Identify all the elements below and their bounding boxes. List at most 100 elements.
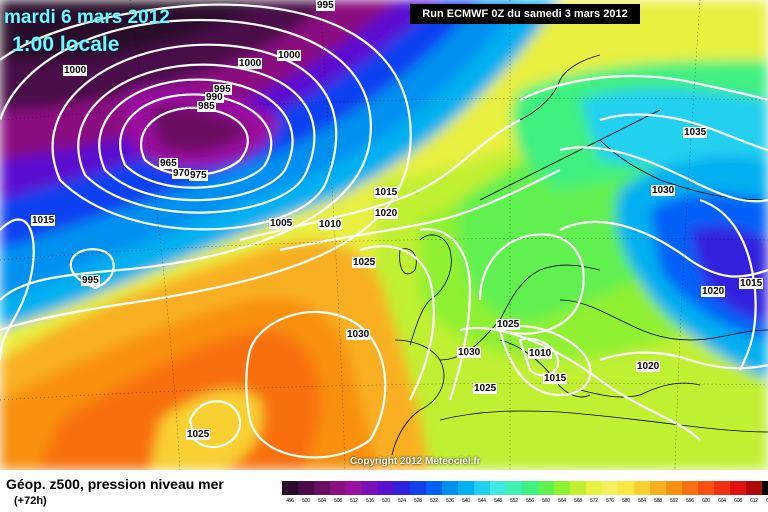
color-scale-tick: 568 [574, 498, 582, 504]
isobar-label-1020: 1020 [374, 208, 399, 219]
isobar-label-1025: 1025 [496, 319, 521, 330]
map-canvas [0, 0, 768, 470]
isobar-label-975: 975 [189, 170, 208, 181]
color-scale-tick: 536 [446, 498, 454, 504]
color-scale-tick: 524 [398, 498, 406, 504]
color-scale-cell [650, 481, 666, 495]
color-scale-cell [362, 481, 378, 495]
color-scale-tick: 504 [318, 498, 326, 504]
color-scale-tick: 572 [590, 498, 598, 504]
color-scale-cell [554, 481, 570, 495]
isobar-label-1020: 1020 [701, 286, 726, 297]
isobar-label-1015: 1015 [543, 373, 568, 384]
color-scale-tick: 592 [670, 498, 678, 504]
isobar-label-1000: 1000 [238, 58, 263, 69]
chart-title: Géop. z500, pression niveau mer [6, 476, 224, 492]
isobar-label-1030: 1030 [346, 329, 371, 340]
color-scale-tick: 540 [462, 498, 470, 504]
isobar-label-965: 965 [159, 158, 178, 169]
color-scale-tick: 516 [366, 498, 374, 504]
isobar-label-1000: 1000 [277, 50, 302, 61]
color-scale-cell [298, 481, 314, 495]
color-scale-cell [730, 481, 746, 495]
forecast-time: 1:00 locale [12, 33, 120, 56]
geopotential-map: 995 1000 1000 1000 995 990 985 965 970 9… [0, 0, 768, 470]
color-scale-tick: 544 [478, 498, 486, 504]
color-scale-tick: 528 [414, 498, 422, 504]
isobar-label-995: 995 [316, 0, 335, 11]
color-scale-cell [458, 481, 474, 495]
color-scale [282, 481, 768, 495]
isobar-label-995: 995 [213, 84, 232, 95]
isobar-label-990: 990 [205, 92, 224, 103]
isobar-label-1015: 1015 [374, 187, 399, 198]
color-scale-tick: 552 [510, 498, 518, 504]
forecast-date: mardi 6 mars 2012 [4, 7, 170, 28]
isobars [0, 3, 768, 459]
color-scale-tick: 584 [638, 498, 646, 504]
color-scale-tick: 520 [382, 498, 390, 504]
color-scale-cell [394, 481, 410, 495]
color-scale-tick: 604 [718, 498, 726, 504]
isobar-label-985: 985 [197, 101, 216, 112]
color-scale-cell [522, 481, 538, 495]
color-scale-cell [330, 481, 346, 495]
isobar-label-1035: 1035 [683, 127, 708, 138]
color-scale-tick: 616 [762, 498, 768, 504]
isobar-label-1015: 1015 [31, 215, 56, 226]
color-scale-cell [474, 481, 490, 495]
color-scale-cell [698, 481, 714, 495]
geopotential-fill [0, 0, 768, 470]
color-scale-tick: 508 [334, 498, 342, 504]
color-scale-tick: 548 [494, 498, 502, 504]
color-scale-cell [682, 481, 698, 495]
forecast-range: (+72h) [14, 495, 47, 507]
color-scale-cell [442, 481, 458, 495]
color-scale-tick: 596 [686, 498, 694, 504]
isobar-label-1015: 1015 [739, 278, 764, 289]
color-scale-cell [410, 481, 426, 495]
color-scale-tick: 556 [526, 498, 534, 504]
color-scale-tick: 580 [622, 498, 630, 504]
color-scale-tick: 496 [286, 498, 294, 504]
color-scale-tick: 564 [558, 498, 566, 504]
graticule [0, 0, 768, 470]
isobar-label-1010: 1010 [318, 219, 343, 230]
color-scale-cell [570, 481, 586, 495]
color-scale-cell [282, 481, 298, 495]
color-scale-cell [746, 481, 762, 495]
color-scale-tick: 608 [734, 498, 742, 504]
color-scale-cell [346, 481, 362, 495]
isobar-label-995: 995 [81, 275, 100, 286]
footer-bar: Géop. z500, pression niveau mer (+72h) 4… [0, 470, 768, 512]
color-scale-tick: 600 [702, 498, 710, 504]
color-scale-cell [634, 481, 650, 495]
color-scale-tick: 612 [750, 498, 758, 504]
color-scale-tick: 500 [302, 498, 310, 504]
color-scale-cell [506, 481, 522, 495]
isobar-label-1010: 1010 [528, 348, 553, 359]
isobar-label-1025: 1025 [186, 429, 211, 440]
color-scale-cell [666, 481, 682, 495]
color-scale-cell [762, 481, 768, 495]
color-scale-tick: 532 [430, 498, 438, 504]
color-scale-cell [586, 481, 602, 495]
isobar-label-1030: 1030 [651, 185, 676, 196]
isobar-label-1005: 1005 [269, 218, 294, 229]
color-scale-tick: 560 [542, 498, 550, 504]
model-run-banner: Run ECMWF 0Z du samedi 3 mars 2012 [410, 4, 640, 24]
isobar-label-1000: 1000 [63, 65, 88, 76]
color-scale-tick: 588 [654, 498, 662, 504]
color-scale-cell [538, 481, 554, 495]
isobar-label-1020: 1020 [636, 361, 661, 372]
color-scale-cell [490, 481, 506, 495]
color-scale-cell [602, 481, 618, 495]
isobar-label-1025: 1025 [473, 383, 498, 394]
color-scale-cell [618, 481, 634, 495]
isobar-label-1025: 1025 [352, 257, 377, 268]
color-scale-cell [714, 481, 730, 495]
color-scale-cell [426, 481, 442, 495]
copyright: Copyright 2012 Meteociel.fr [350, 456, 481, 467]
color-scale-cell [378, 481, 394, 495]
